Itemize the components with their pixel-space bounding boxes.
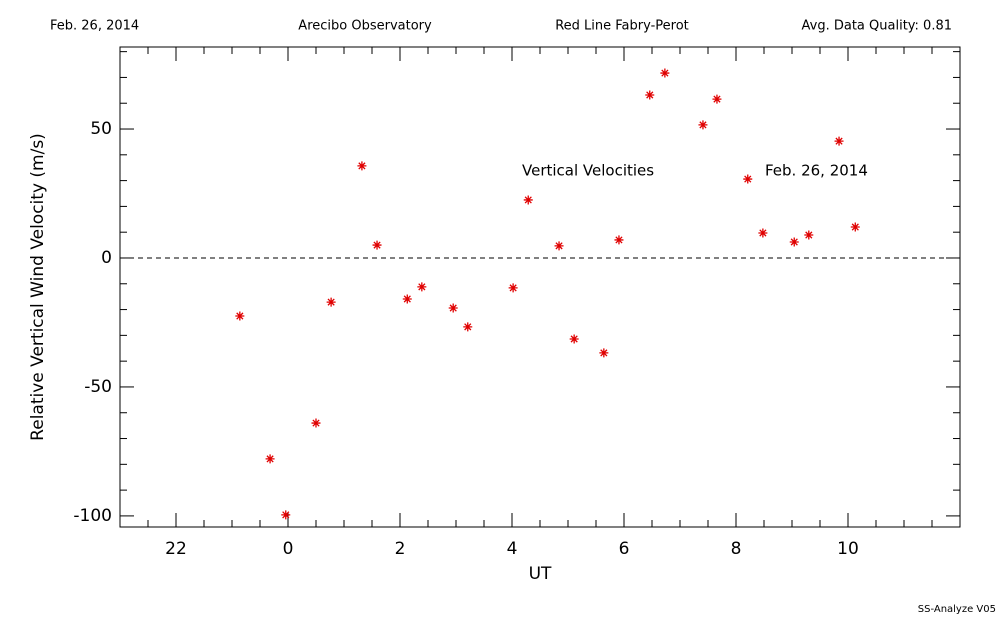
x-tick-label: 6 (619, 539, 630, 559)
data-point (554, 241, 564, 251)
x-tick-label: 4 (507, 539, 518, 559)
data-point (599, 348, 609, 358)
data-point (281, 510, 291, 520)
data-point (834, 136, 844, 146)
data-point (372, 240, 382, 250)
data-point (569, 334, 579, 344)
x-tick-label: 10 (837, 539, 859, 559)
data-point (758, 228, 768, 238)
data-point (417, 282, 427, 292)
data-point (311, 418, 321, 428)
data-point (508, 283, 518, 293)
y-tick-label: 50 (90, 119, 112, 139)
data-point (850, 222, 860, 232)
data-point (712, 94, 722, 104)
y-tick-label: -100 (73, 506, 112, 526)
data-point (402, 294, 412, 304)
data-point (448, 303, 458, 313)
data-point (357, 161, 367, 171)
y-axis-label: Relative Vertical Wind Velocity (m/s) (28, 133, 48, 441)
data-point (743, 174, 753, 184)
x-axis-label: UT (529, 564, 552, 584)
y-tick-label: -50 (84, 377, 112, 397)
data-point (235, 311, 245, 321)
data-point (463, 322, 473, 332)
x-tick-label: 2 (395, 539, 406, 559)
data-point (804, 230, 814, 240)
header-date: Feb. 26, 2014 (50, 19, 139, 34)
annotation: Feb. 26, 2014 (765, 162, 868, 180)
data-point (789, 237, 799, 247)
footer: SS-Analyze V05 (918, 604, 996, 615)
data-point (523, 195, 533, 205)
x-tick-label: 0 (283, 539, 294, 559)
data-point (265, 454, 275, 464)
data-point (698, 120, 708, 130)
data-point (614, 235, 624, 245)
header-quality: Avg. Data Quality: 0.81 (802, 19, 952, 34)
header-instrument: Red Line Fabry-Perot (555, 19, 689, 34)
annotation: Vertical Velocities (522, 162, 654, 180)
data-point (660, 68, 670, 78)
x-tick-label: 22 (165, 539, 187, 559)
x-tick-label: 8 (731, 539, 742, 559)
header-site: Arecibo Observatory (298, 19, 432, 34)
y-tick-label: 0 (101, 248, 112, 268)
data-point (326, 297, 336, 307)
data-point (645, 90, 655, 100)
